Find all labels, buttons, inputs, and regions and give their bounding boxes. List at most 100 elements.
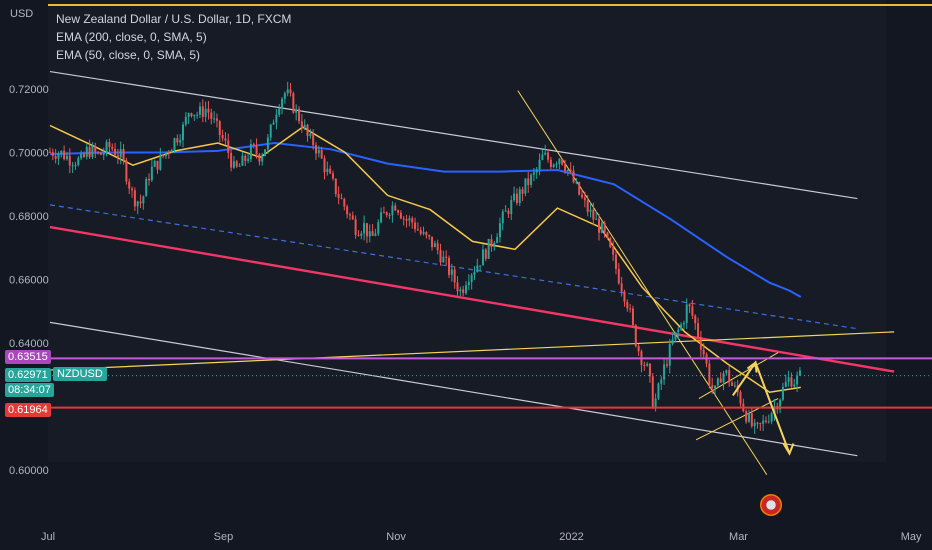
candle-body	[549, 159, 552, 167]
candle-body	[125, 160, 128, 182]
candle-body	[94, 145, 97, 152]
candle-body	[320, 149, 323, 159]
candle-body	[459, 289, 462, 292]
candle-body	[547, 152, 550, 160]
candle-body	[733, 385, 736, 387]
candle-body	[82, 154, 85, 157]
x-tick-label: Sep	[214, 531, 234, 543]
candle-body	[575, 182, 578, 184]
candle-body	[448, 257, 451, 275]
candle-body	[790, 377, 793, 387]
candle-body	[793, 384, 796, 387]
candle-body	[77, 158, 80, 166]
candle-body	[74, 165, 77, 167]
legend-ema50[interactable]: EMA (50, close, 0, SMA, 5)	[56, 48, 201, 62]
candle-body	[762, 420, 765, 424]
candle-body	[97, 151, 100, 153]
candle-body	[498, 223, 501, 238]
candle-body	[348, 214, 351, 216]
candle-body	[131, 188, 134, 191]
candle-body	[654, 398, 657, 409]
candle-body	[646, 363, 649, 366]
candle-body	[634, 325, 637, 347]
candle-body	[71, 165, 74, 167]
candle-body	[753, 422, 756, 427]
candle-body	[365, 223, 368, 237]
economic-event-icon[interactable]	[760, 494, 782, 516]
candle-body	[699, 337, 702, 350]
candle-body	[589, 209, 592, 212]
candle-body	[162, 154, 165, 157]
candle-body	[323, 158, 326, 173]
resistance-price-tag: 0.63515	[5, 350, 51, 364]
candle-body	[518, 189, 521, 204]
candle-body	[303, 124, 306, 128]
candle-body	[286, 89, 289, 94]
candle-body	[731, 382, 734, 386]
candle-body	[408, 218, 411, 221]
candle-body	[312, 133, 315, 146]
candle-body	[532, 172, 535, 175]
candle-body	[453, 269, 456, 283]
candle-body	[476, 265, 479, 272]
candle-body	[623, 291, 626, 302]
candle-body	[193, 114, 196, 117]
candle-body	[750, 413, 753, 427]
candle-body	[524, 178, 527, 194]
candle-body	[380, 212, 383, 223]
candle-body	[496, 237, 499, 244]
candle-body	[156, 160, 159, 170]
candle-body	[224, 138, 227, 141]
candle-body	[63, 150, 66, 160]
ema-lines	[49, 124, 802, 393]
candle-body	[595, 218, 598, 220]
currency-label: USD	[10, 8, 34, 20]
candle-body	[419, 230, 422, 234]
candle-body	[691, 306, 694, 316]
candle-body	[583, 197, 586, 201]
candle-body	[569, 169, 572, 171]
candle-body	[651, 376, 654, 409]
candle-body	[716, 378, 719, 386]
y-tick-label: 0.68000	[9, 211, 49, 223]
candle-body	[660, 379, 663, 384]
candle-body	[136, 201, 139, 207]
candle-body	[179, 140, 182, 143]
annotations	[732, 360, 795, 456]
candle-body	[462, 289, 465, 294]
candle-body	[481, 249, 484, 266]
x-axis: Jul Sep Nov 2022 Mar May	[41, 531, 922, 543]
candle-body	[620, 283, 623, 292]
candle-body	[295, 108, 298, 113]
candle-body	[603, 222, 606, 233]
legend-ema200[interactable]: EMA (200, close, 0, SMA, 5)	[56, 30, 207, 44]
candle-body	[207, 108, 210, 113]
y-tick-label: 0.72000	[9, 84, 49, 96]
candle-body	[252, 144, 255, 146]
candle-body	[764, 420, 767, 422]
candle-body	[170, 149, 173, 153]
candle-body	[504, 210, 507, 212]
candle-body	[176, 138, 179, 143]
candle-body	[99, 152, 102, 155]
candle-body	[351, 215, 354, 220]
candle-body	[781, 386, 784, 400]
candle-body	[54, 156, 57, 159]
candle-body	[648, 363, 651, 377]
y-tick-label: 0.70000	[9, 148, 49, 160]
candle-body	[711, 385, 714, 389]
candle-body	[552, 164, 555, 167]
candle-body	[606, 232, 609, 238]
trendlines	[48, 4, 932, 476]
y-axis: 0.72000 0.70000 0.68000 0.66000 0.64000 0.600…	[9, 84, 49, 477]
candle-body	[255, 145, 258, 155]
candle-body	[436, 243, 439, 251]
trendline	[49, 321, 858, 457]
candle-body	[399, 212, 402, 219]
candle-body	[473, 271, 476, 275]
trendline	[49, 204, 858, 330]
candle-body	[145, 179, 148, 197]
candle-body	[431, 236, 434, 248]
candle-body	[346, 206, 349, 215]
